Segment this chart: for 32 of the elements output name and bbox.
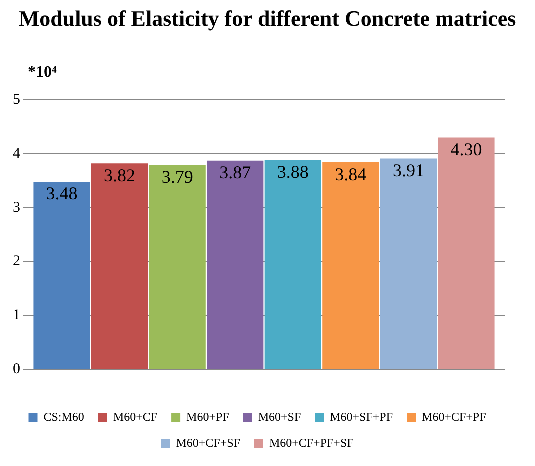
bar — [322, 162, 380, 370]
bar — [380, 158, 438, 370]
data-label: 3.91 — [392, 160, 424, 181]
data-label: 3.82 — [104, 165, 136, 186]
chart-title: Modulus of Elasticity for different Concrete matrices — [18, 5, 518, 33]
bar — [34, 182, 90, 370]
y-tick-label: 3 — [13, 200, 20, 216]
data-label: 4.30 — [450, 139, 482, 160]
legend-label: CS:M60 — [44, 410, 84, 424]
bar — [91, 164, 148, 370]
bar — [207, 160, 264, 370]
y-tick-label: 0 — [13, 362, 20, 378]
bar — [264, 160, 322, 370]
y-tick-label: 4 — [13, 146, 21, 162]
legend-label: M60+SF+PF — [330, 410, 394, 424]
data-label: 3.84 — [335, 164, 367, 184]
data-label: 3.87 — [220, 162, 252, 183]
bar — [438, 138, 495, 370]
bar — [149, 165, 206, 370]
legend-label: M60+CF+SF — [176, 436, 241, 450]
data-label: 3.79 — [162, 166, 194, 187]
legend-label: M60+PF — [186, 410, 230, 424]
data-label: 3.88 — [277, 162, 309, 182]
y-tick-label: 1 — [13, 308, 20, 324]
legend-label: M60+CF+PF+SF — [269, 436, 354, 450]
y-axis-title: *10⁴ — [28, 64, 57, 82]
data-label: 3.48 — [46, 184, 78, 204]
legend-label: M60+SF — [258, 410, 302, 424]
legend-label: M60+CF — [113, 410, 158, 424]
y-tick-label: 5 — [13, 92, 20, 108]
legend-label: M60+CF+PF — [422, 410, 487, 424]
y-tick-label: 2 — [13, 254, 20, 270]
